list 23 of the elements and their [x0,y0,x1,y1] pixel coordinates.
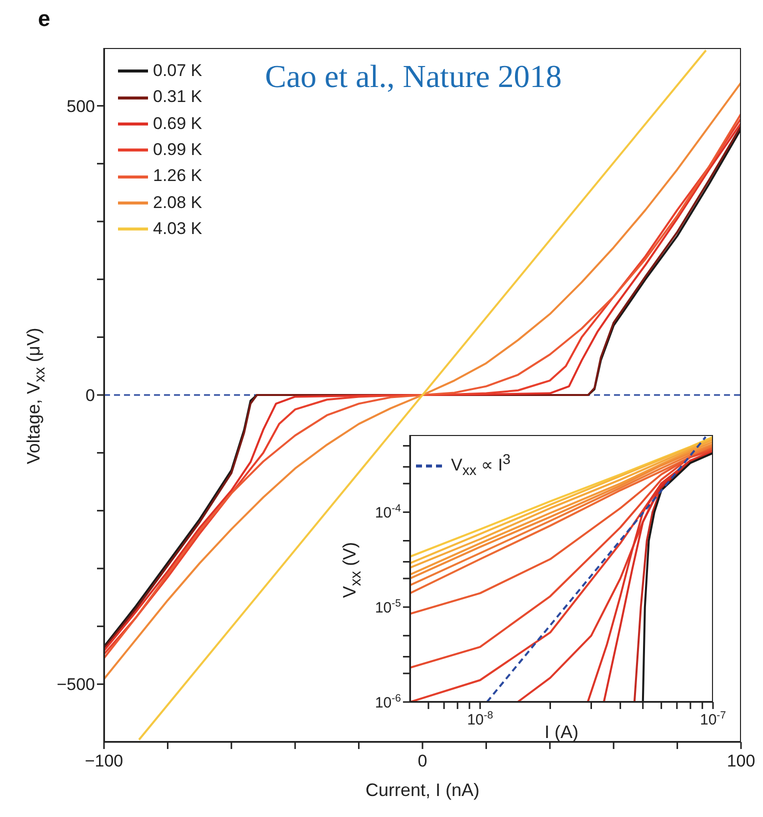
y-tick-label: 10$^{-6}$ [374,692,402,712]
legend-label: 2.08 K [153,192,202,214]
legend-label: 4.03 K [153,218,202,240]
legend-label: 0.99 K [153,139,202,162]
y-tick-label: 10$^{-5}$ [374,597,402,616]
y-tick-label: −500 [56,675,95,694]
annotation: Cao et al., Nature 2018 [265,58,562,95]
y-tick-label: 10$^{-4}$ [374,502,402,522]
legend-label: 0.07 K [153,60,202,82]
x-tick-label: 10$^{-7}$ [700,710,726,728]
legend-label: V$_{xx}$ ∝ I$^{3}$ [451,451,511,482]
y-tick-label: 500 [66,96,95,116]
x-tick-label: 100 [726,751,756,770]
text: e [38,6,50,32]
legend-label: 1.26 K [153,165,202,188]
legend-label: 0.69 K [153,112,202,135]
x-axis-title: I (A) [544,722,578,742]
x-tick-label: 10$^{-8}$ [467,710,494,728]
legend-label: 0.31 K [153,86,202,108]
x-tick-label: −100 [84,751,124,770]
y-tick-label: 0 [86,386,95,405]
x-tick-label: 0 [418,751,428,770]
x-axis-title: Current, I (nA) [364,780,481,801]
